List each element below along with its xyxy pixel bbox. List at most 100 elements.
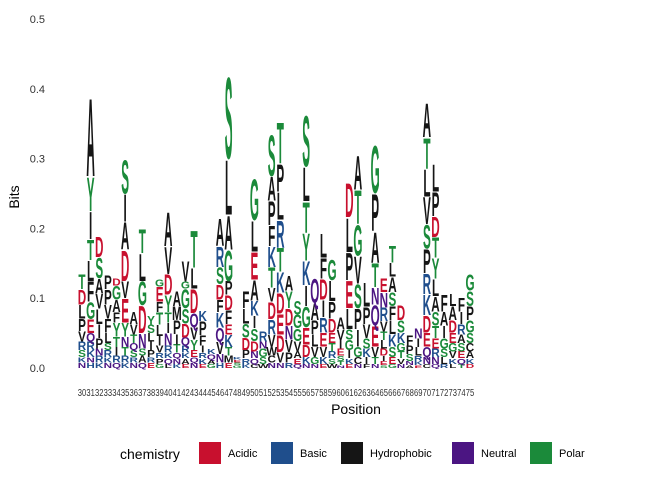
x-tick-label: 48: [233, 388, 242, 399]
logo-letter-G: G: [353, 344, 362, 361]
logo-letter-L: L: [96, 304, 103, 329]
logo-letter-N: N: [78, 362, 86, 371]
logo-letter-K: K: [216, 308, 225, 333]
logo-letter-A: A: [95, 273, 103, 298]
x-axis: 30 31 32 33 34 35 36 37 38 39 40 41 42 43 44 45 46 47 48 49…: [78, 388, 475, 399]
logo-letter-F: F: [458, 296, 465, 317]
logo-letter-N: N: [250, 350, 259, 361]
y-axis-title: Bits: [6, 185, 22, 208]
logo-letter-V: V: [276, 349, 284, 366]
logo-letter-S: S: [440, 347, 448, 360]
logo-letter-N: N: [130, 362, 138, 371]
logo-letter-L: L: [147, 331, 154, 344]
logo-letter-K: K: [95, 362, 104, 371]
x-tick-label: 60: [336, 388, 345, 399]
x-tick-label: 36: [130, 388, 139, 399]
x-tick-label: 64: [371, 388, 380, 399]
logo-letter-L: L: [165, 363, 173, 369]
logo-letter-G: G: [224, 241, 233, 290]
logo-letter-G: G: [112, 284, 121, 305]
logo-letter-A: A: [224, 207, 232, 261]
logo-letter-A: A: [181, 358, 189, 367]
logo-letter-R: R: [328, 350, 337, 361]
logo-letter-L: L: [191, 262, 198, 295]
logo-letter-T: T: [87, 234, 94, 267]
logo-letter-L: L: [389, 261, 396, 282]
logo-letter-V: V: [130, 321, 138, 338]
logo-letter-A: A: [164, 203, 172, 257]
x-tick-label: 67: [397, 388, 406, 399]
logo-letter-S: S: [259, 356, 267, 367]
logo-letter-R: R: [78, 340, 87, 353]
logo-letter-L: L: [311, 332, 318, 351]
logo-letter-P: P: [225, 279, 233, 300]
logo-letter-R: R: [242, 358, 250, 367]
x-tick-label: 71: [431, 388, 440, 399]
logo-letter-A: A: [138, 354, 147, 365]
logo-letter-N: N: [276, 362, 284, 371]
legend-title: chemistry: [120, 446, 180, 462]
logo-letter-K: K: [319, 356, 328, 367]
x-tick-label: 62: [354, 388, 363, 399]
logo-letter-V: V: [190, 325, 198, 344]
y-tick-label: 0.3: [30, 154, 45, 166]
logo-letter-D: D: [276, 332, 284, 359]
logo-letter-S: S: [251, 327, 259, 346]
logo-letter-K: K: [267, 241, 275, 274]
logo-letter-K: K: [164, 352, 173, 361]
logo-letter-P: P: [104, 285, 112, 310]
logo-letter-D: D: [95, 231, 103, 264]
logo-letter-I: I: [382, 355, 386, 364]
logo-letter-T: T: [78, 269, 85, 294]
logo-letter-P: P: [104, 273, 112, 294]
logo-letter-G: G: [310, 356, 319, 367]
logo-letter-K: K: [449, 358, 458, 367]
logo-letter-K: K: [104, 356, 113, 365]
logo-letter-M: M: [224, 354, 234, 365]
logo-letter-F: F: [268, 220, 275, 253]
logo-letter-H: H: [86, 362, 94, 371]
x-tick-label: 44: [198, 388, 207, 399]
logo-letter-L: L: [87, 255, 94, 288]
logo-letter-R: R: [112, 354, 121, 365]
logo-letter-S: S: [104, 342, 112, 353]
logo-letter-E: E: [380, 360, 388, 366]
logo-letter-Q: Q: [215, 326, 224, 347]
y-tick-label: 0.0: [30, 363, 45, 375]
logo-letter-F: F: [216, 298, 223, 317]
logo-letter-R: R: [121, 354, 130, 365]
logo-letter-D: D: [423, 312, 431, 339]
logo-letter-N: N: [397, 363, 406, 369]
logo-letter-S: S: [78, 349, 86, 360]
logo-letter-S: S: [294, 298, 302, 319]
logo-letter-K: K: [121, 362, 130, 371]
logo-letter-Q: Q: [190, 311, 199, 332]
logo-letter-R: R: [414, 355, 422, 364]
logo-letter-L: L: [389, 318, 396, 339]
logo-letter-G: G: [250, 167, 259, 232]
logo-letter-E: E: [432, 335, 440, 352]
logo-letter-V: V: [320, 344, 328, 361]
logo-letter-I: I: [339, 338, 342, 351]
logo-letter-K: K: [276, 266, 284, 299]
logo-letter-E: E: [337, 347, 345, 358]
logo-letter-A: A: [388, 272, 396, 297]
logo-letter-L: L: [251, 212, 258, 261]
logo-letter-E: E: [345, 363, 353, 369]
x-tick-label: 59: [328, 388, 337, 399]
logo-letter-I: I: [158, 334, 161, 349]
logo-letter-S: S: [242, 322, 250, 343]
logo-letter-E: E: [320, 331, 328, 352]
logo-letter-A: A: [267, 171, 275, 208]
logo-letter-T: T: [225, 345, 232, 358]
logo-letter-A: A: [440, 310, 449, 331]
logo-letter-T: T: [165, 309, 172, 326]
logo-letter-S: S: [182, 303, 190, 328]
logo-letter-F: F: [406, 332, 413, 349]
logo-letter-I: I: [460, 310, 463, 329]
logo-letter-W: W: [258, 363, 269, 369]
logo-letter-I: I: [123, 188, 126, 231]
logo-letter-A: A: [130, 310, 139, 329]
x-tick-label: 43: [190, 388, 199, 399]
logo-letter-I: I: [115, 345, 118, 358]
